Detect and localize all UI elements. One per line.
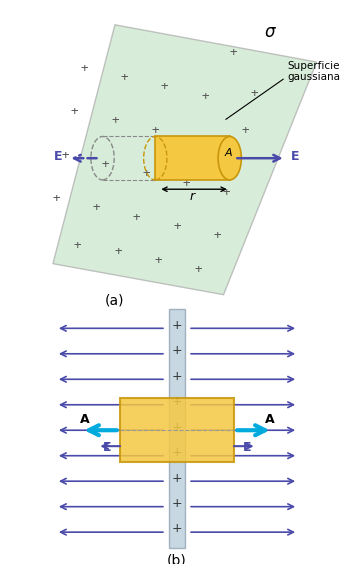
Text: A: A [224, 148, 232, 157]
Text: +: + [111, 114, 119, 127]
Text: +: + [133, 210, 141, 224]
Text: +: + [172, 446, 182, 459]
Text: +: + [195, 263, 202, 276]
Text: +: + [232, 142, 240, 156]
Text: $\mathbf{A}$: $\mathbf{A}$ [79, 413, 90, 426]
Polygon shape [53, 25, 316, 294]
Text: +: + [172, 522, 182, 535]
Text: $\mathbf{E}$: $\mathbf{E}$ [242, 441, 252, 454]
Text: $\mathbf{E}$: $\mathbf{E}$ [290, 150, 300, 163]
Text: +: + [102, 158, 109, 171]
Text: +: + [223, 186, 230, 199]
Text: +: + [93, 201, 100, 214]
Text: +: + [155, 254, 162, 267]
Text: +: + [74, 239, 81, 252]
Text: +: + [173, 220, 181, 233]
Text: +: + [192, 133, 199, 146]
Text: +: + [114, 245, 122, 258]
Text: +: + [152, 124, 159, 137]
Text: $\sigma$: $\sigma$ [264, 23, 277, 41]
Text: +: + [161, 80, 169, 94]
Text: (a): (a) [105, 294, 125, 308]
Text: +: + [213, 229, 221, 243]
Bar [120, 398, 234, 462]
Text: +: + [172, 497, 182, 510]
Text: +: + [229, 46, 236, 59]
Text: $\mathbf{E}$: $\mathbf{E}$ [102, 441, 112, 454]
Text: +: + [142, 167, 150, 180]
FancyBboxPatch shape [155, 136, 230, 180]
Text: $\mathbf{A}$: $\mathbf{A}$ [264, 413, 275, 426]
Text: +: + [201, 90, 209, 103]
Text: (b): (b) [167, 554, 187, 564]
Text: $\mathbf{E}$: $\mathbf{E}$ [53, 150, 62, 163]
Text: +: + [80, 61, 88, 75]
Text: +: + [172, 369, 182, 382]
Text: +: + [172, 472, 182, 484]
Text: +: + [241, 124, 249, 137]
Bar [169, 309, 185, 548]
Text: +: + [172, 421, 182, 434]
Text: +: + [52, 192, 60, 205]
Text: +: + [62, 148, 69, 162]
Text: +: + [251, 86, 258, 100]
Text: Superficie
gaussiana: Superficie gaussiana [287, 60, 340, 82]
Text: +: + [172, 395, 182, 408]
Text: +: + [120, 71, 128, 84]
Ellipse shape [218, 136, 241, 180]
Text: +: + [172, 319, 182, 332]
Text: +: + [172, 344, 182, 357]
Text: $r$: $r$ [189, 191, 196, 204]
Text: +: + [183, 177, 190, 190]
Text: +: + [71, 105, 78, 118]
